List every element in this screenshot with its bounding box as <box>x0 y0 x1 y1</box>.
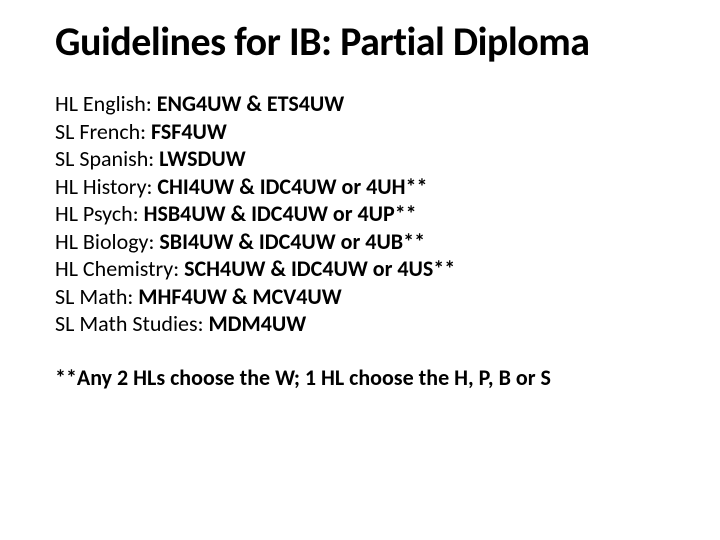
list-item: SL Math Studies: MDM4UW <box>55 310 680 338</box>
course-label: HL History: <box>55 173 157 200</box>
footnote: **Any 2 HLs choose the W; 1 HL choose th… <box>55 364 680 391</box>
list-item: SL French: FSF4UW <box>55 118 680 146</box>
list-item: SL Math: MHF4UW & MCV4UW <box>55 283 680 311</box>
course-label: HL Biology: <box>55 228 159 255</box>
course-label: SL Spanish: <box>55 145 159 172</box>
course-codes: LWSDUW <box>159 145 245 172</box>
course-codes: CHI4UW & IDC4UW or 4UH** <box>157 173 427 200</box>
course-label: SL Math Studies: <box>55 310 208 337</box>
list-item: HL Psych: HSB4UW & IDC4UW or 4UP** <box>55 200 680 228</box>
list-item: HL English: ENG4UW & ETS4UW <box>55 90 680 118</box>
course-codes: SBI4UW & IDC4UW or 4UB** <box>159 228 425 255</box>
list-item: HL Chemistry: SCH4UW & IDC4UW or 4US** <box>55 255 680 283</box>
course-label: HL Psych: <box>55 200 144 227</box>
list-item: HL History: CHI4UW & IDC4UW or 4UH** <box>55 173 680 201</box>
list-item: SL Spanish: LWSDUW <box>55 145 680 173</box>
course-codes: MDM4UW <box>208 310 306 337</box>
course-codes: MHF4UW & MCV4UW <box>138 283 341 310</box>
course-label: SL French: <box>55 118 151 145</box>
course-label: HL Chemistry: <box>55 255 184 282</box>
list-item: HL Biology: SBI4UW & IDC4UW or 4UB** <box>55 228 680 256</box>
course-codes: HSB4UW & IDC4UW or 4UP** <box>144 200 417 227</box>
course-list: HL English: ENG4UW & ETS4UW SL French: F… <box>55 90 680 338</box>
course-label: SL Math: <box>55 283 138 310</box>
course-codes: FSF4UW <box>151 118 227 145</box>
course-label: HL English: <box>55 90 157 117</box>
page-title: Guidelines for IB: Partial Diploma <box>55 20 680 64</box>
course-codes: ENG4UW & ETS4UW <box>157 90 345 117</box>
course-codes: SCH4UW & IDC4UW or 4US** <box>184 255 455 282</box>
slide: Guidelines for IB: Partial Diploma HL En… <box>0 0 720 540</box>
